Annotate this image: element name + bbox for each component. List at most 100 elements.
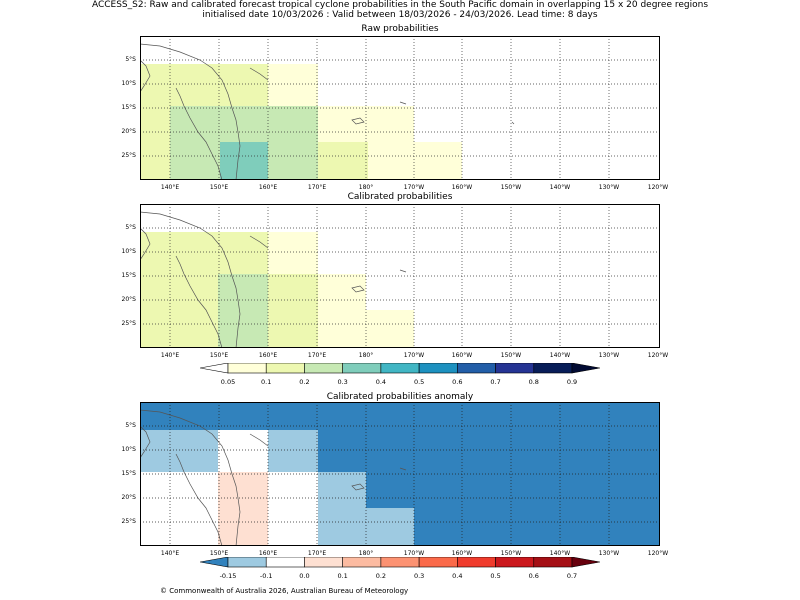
lon-tick-label: 130°W xyxy=(598,352,620,359)
map-anom xyxy=(140,402,660,546)
anom-colorbar-swatch xyxy=(342,556,382,568)
lon-tick-label: 120°W xyxy=(647,352,669,359)
lat-tick-label: 15°S xyxy=(121,470,136,477)
prob-colorbar-swatch xyxy=(342,362,382,374)
lon-tick-label: 170°W xyxy=(403,550,425,557)
lon-tick-label: 150°E xyxy=(209,352,229,359)
anom-colorbar-swatch xyxy=(304,556,343,568)
lat-tick-label: 5°S xyxy=(125,422,136,429)
prob-colorbar-swatch xyxy=(380,362,420,374)
prob-colorbar-tick-label: 0.7 xyxy=(490,378,500,386)
panel-title-cal: Calibrated probabilities xyxy=(347,192,453,202)
anom-colorbar-tick-label: 0.7 xyxy=(567,572,577,580)
prob-colorbar-tick-label: 0.5 xyxy=(414,378,424,386)
lon-tick-label: 140°E xyxy=(160,352,180,359)
panel-title-raw: Raw probabilities xyxy=(361,24,439,34)
lon-tick-label: 170°W xyxy=(403,352,425,359)
map-panel-raw xyxy=(140,36,660,180)
lon-tick-label: 140°W xyxy=(549,184,571,191)
map-panel-anom xyxy=(140,402,660,546)
anom-colorbar-tick-label: 0.3 xyxy=(414,572,424,580)
anom-colorbar-extend-max xyxy=(571,556,601,568)
copyright-footer: © Commonwealth of Australia 2026, Austra… xyxy=(160,587,409,595)
lat-tick-label: 10°S xyxy=(121,80,136,87)
map-raw xyxy=(140,36,660,180)
lon-tick-label: 140°W xyxy=(549,550,571,557)
colorbar-anomaly: -0.15 -0.1 0.0 0.1 0.2 0.3 0.4 0.5 0.6 0.7 xyxy=(199,556,601,580)
prob-colorbar-swatch xyxy=(457,362,496,374)
prob-colorbar-tick-label: 0.4 xyxy=(376,378,386,386)
lon-tick-label: 130°W xyxy=(598,184,620,191)
lat-tick-label: 15°S xyxy=(121,272,136,279)
lon-tick-label: 170°W xyxy=(403,184,425,191)
lon-tick-label: 160°W xyxy=(451,352,473,359)
prob-colorbar-swatch xyxy=(227,362,267,374)
lat-tick-label: 20°S xyxy=(121,494,136,501)
lat-tick-label: 25°S xyxy=(121,152,136,159)
lon-tick-label: 170°E xyxy=(307,184,327,191)
lon-tick-label: 180° xyxy=(358,550,374,557)
prob-colorbar-swatch xyxy=(533,362,573,374)
lon-tick-label: 180° xyxy=(358,352,374,359)
lon-tick-label: 120°W xyxy=(647,184,669,191)
lat-tick-label: 15°S xyxy=(121,104,136,111)
anom-colorbar-swatch xyxy=(380,556,420,568)
anom-colorbar-swatch xyxy=(457,556,496,568)
lat-tick-label: 25°S xyxy=(121,320,136,327)
lon-tick-label: 130°W xyxy=(598,550,620,557)
prob-colorbar-extend-max xyxy=(571,362,601,374)
lon-tick-label: 160°W xyxy=(451,184,473,191)
lon-tick-label: 160°W xyxy=(451,550,473,557)
lon-tick-label: 150°E xyxy=(209,184,229,191)
anom-colorbar-swatch xyxy=(227,556,267,568)
lon-tick-label: 170°E xyxy=(307,550,327,557)
anom-colorbar-tick-label: -0.1 xyxy=(260,572,273,580)
map-panel-cal xyxy=(140,204,660,348)
lat-tick-label: 5°S xyxy=(125,224,136,231)
prob-colorbar-swatch xyxy=(265,362,305,374)
figure-subtitle: initialised date 10/03/2026 : Valid betw… xyxy=(202,10,598,20)
anom-colorbar-extend-min xyxy=(199,556,229,568)
prob-colorbar-swatch xyxy=(495,362,535,374)
lat-tick-label: 20°S xyxy=(121,128,136,135)
anom-colorbar-tick-label: 0.2 xyxy=(376,572,386,580)
figure-title: ACCESS_S2: Raw and calibrated forecast t… xyxy=(91,0,709,10)
lon-tick-label: 120°W xyxy=(647,550,669,557)
anom-colorbar-swatch xyxy=(265,556,305,568)
gridlines xyxy=(140,36,660,180)
anom-colorbar-swatch xyxy=(495,556,535,568)
anom-colorbar-swatch xyxy=(418,556,458,568)
map-cal xyxy=(140,204,660,348)
prob-colorbar-tick-label: 0.9 xyxy=(567,378,577,386)
lon-tick-label: 150°W xyxy=(500,550,522,557)
lat-tick-label: 5°S xyxy=(125,56,136,63)
prob-colorbar-tick-label: 0.6 xyxy=(452,378,462,386)
prob-colorbar-tick-label: 0.2 xyxy=(299,378,309,386)
prob-colorbar-extend-min xyxy=(199,362,229,374)
lon-tick-label: 150°W xyxy=(500,184,522,191)
anom-colorbar-tick-label: 0.1 xyxy=(337,572,347,580)
lat-tick-label: 10°S xyxy=(121,248,136,255)
prob-colorbar-swatch xyxy=(304,362,343,374)
lon-tick-label: 140°W xyxy=(549,352,571,359)
lon-tick-label: 150°E xyxy=(209,550,229,557)
anom-colorbar-swatch xyxy=(533,556,573,568)
lat-tick-label: 25°S xyxy=(121,518,136,525)
lon-tick-label: 160°E xyxy=(258,352,278,359)
anom-colorbar-tick-label: 0.6 xyxy=(529,572,539,580)
anom-colorbar-tick-label: 0.0 xyxy=(299,572,309,580)
lon-tick-label: 170°E xyxy=(307,352,327,359)
lon-tick-label: 160°E xyxy=(258,184,278,191)
anom-colorbar-tick-label: 0.5 xyxy=(490,572,500,580)
anom-colorbar-tick-label: -0.15 xyxy=(220,572,237,580)
prob-colorbar-tick-label: 0.3 xyxy=(337,378,347,386)
coastlines xyxy=(140,43,515,180)
lon-tick-label: 180° xyxy=(358,184,374,191)
prob-colorbar-tick-label: 0.05 xyxy=(221,378,235,386)
lon-tick-label: 140°E xyxy=(160,550,180,557)
lon-tick-label: 150°W xyxy=(500,352,522,359)
lat-tick-label: 10°S xyxy=(121,446,136,453)
colorbar-probability: 0.05 0.1 0.2 0.3 0.4 0.5 0.6 0.7 0.8 0.9 xyxy=(199,362,601,386)
anom-colorbar-tick-label: 0.4 xyxy=(452,572,462,580)
prob-colorbar-swatch xyxy=(418,362,458,374)
